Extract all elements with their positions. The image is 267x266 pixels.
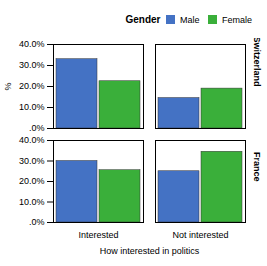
html-text:Male: Male [180, 14, 200, 25]
svg-text:France: France [252, 152, 262, 182]
svg-text:20.0%: 20.0% [19, 176, 45, 186]
html-text:Gender: Gender [125, 14, 161, 25]
svg-text:How interested in politics: How interested in politics [100, 246, 200, 256]
svg-text:Not interested: Not interested [172, 230, 228, 240]
svg-text:40.0%: 40.0% [19, 135, 45, 145]
svg-text:10.0%: 10.0% [19, 102, 45, 112]
svg-text:10.0%: 10.0% [19, 197, 45, 207]
svg-text:20.0%: 20.0% [19, 81, 45, 91]
svg-text:.0%: .0% [29, 217, 45, 227]
svg-text:%: % [3, 82, 13, 90]
svg-text:30.0%: 30.0% [19, 156, 45, 166]
svg-text:Interested: Interested [78, 230, 118, 240]
html-text:Female: Female [222, 14, 252, 25]
svg-text:30.0%: 30.0% [19, 60, 45, 70]
svg-text:.0%: .0% [29, 123, 45, 133]
svg-text:Switzerland: Switzerland [252, 38, 262, 87]
svg-text:40.0%: 40.0% [19, 39, 45, 49]
